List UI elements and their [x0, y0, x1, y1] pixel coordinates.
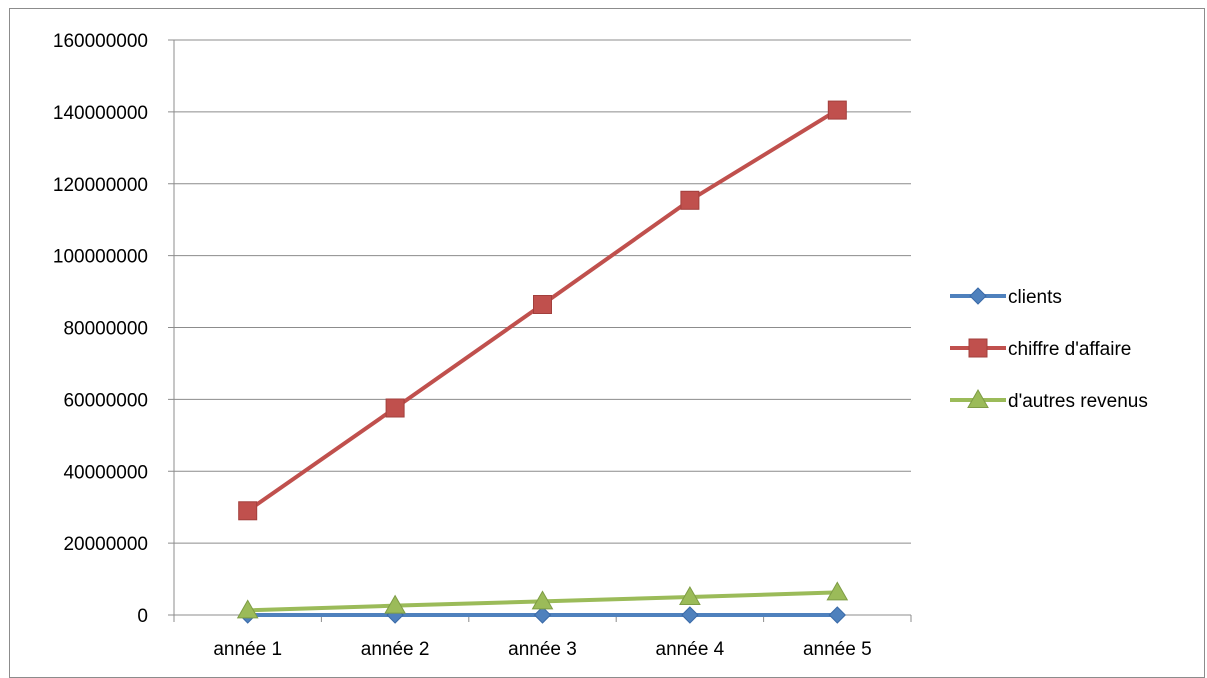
x-tick-label: année 1: [213, 639, 282, 660]
legend-label: chiffre d'affaire: [1008, 339, 1131, 360]
data-point: [829, 607, 845, 623]
y-tick-label: 0: [137, 606, 148, 627]
legend-item: clients: [950, 287, 1062, 308]
data-point: [534, 296, 552, 314]
x-tick-label: année 3: [508, 639, 577, 660]
x-tick-label: année 5: [803, 639, 872, 660]
data-point: [535, 607, 551, 623]
y-tick-label: 40000000: [63, 462, 148, 483]
data-point: [239, 502, 257, 520]
data-point: [386, 399, 404, 417]
legend-item: d'autres revenus: [950, 390, 1148, 412]
y-tick-label: 80000000: [63, 319, 148, 340]
data-point: [682, 607, 698, 623]
y-axis-ticks: 0 20000000 40000000 60000000 80000000 1000000…: [53, 31, 174, 627]
x-tick-label: année 4: [656, 639, 725, 660]
legend-item: chiffre d'affaire: [950, 339, 1131, 360]
legend-label: clients: [1008, 287, 1062, 308]
legend-swatch-marker: [970, 288, 986, 304]
data-point: [681, 191, 699, 209]
y-tick-label: 20000000: [63, 534, 148, 555]
x-tick-label: année 2: [361, 639, 430, 660]
series-chiffre-d-affaire: [239, 101, 847, 520]
gridlines: [174, 40, 911, 543]
legend-swatch-marker: [969, 339, 987, 357]
y-tick-label: 120000000: [53, 175, 148, 196]
series-layer: [238, 101, 848, 623]
y-tick-label: 60000000: [63, 390, 148, 411]
data-point: [828, 101, 846, 119]
legend: clients chiffre d'affaire d'autres revenus: [950, 287, 1148, 412]
y-tick-label: 160000000: [53, 31, 148, 52]
y-tick-label: 100000000: [53, 247, 148, 268]
y-tick-label: 140000000: [53, 103, 148, 124]
legend-label: d'autres revenus: [1008, 391, 1148, 412]
